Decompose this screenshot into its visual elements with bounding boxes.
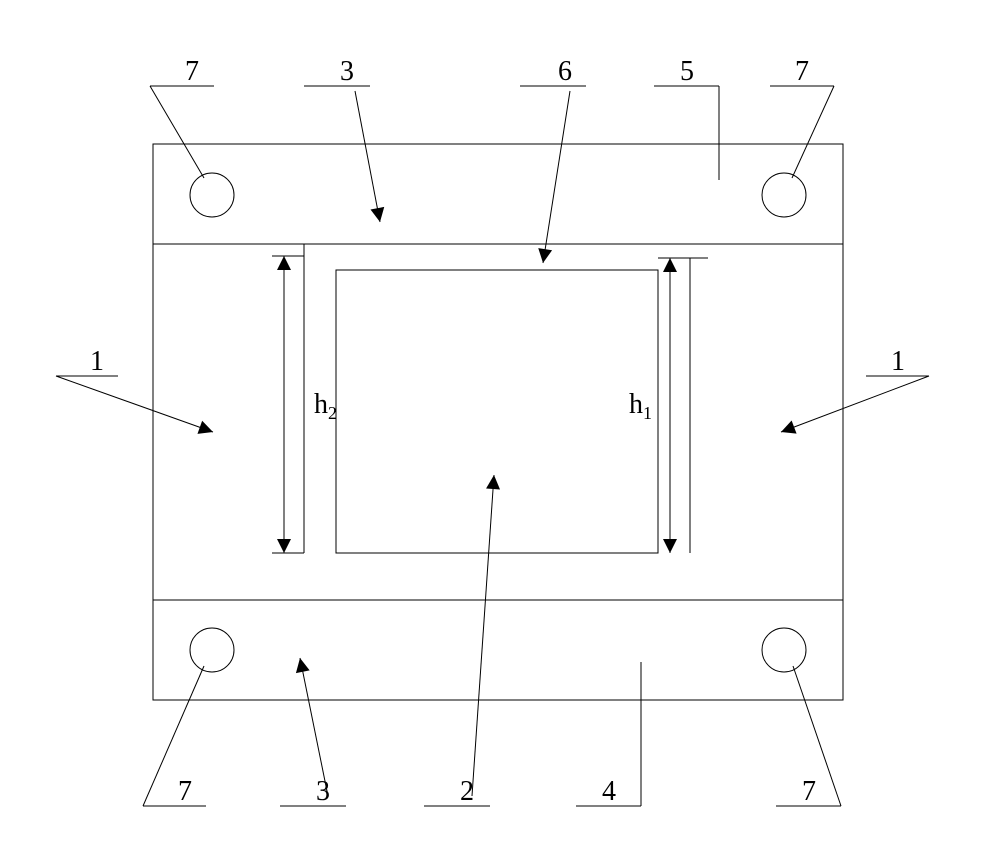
bolt-hole-2 bbox=[762, 173, 806, 217]
callout-5: 5 bbox=[680, 56, 694, 87]
dim-label-h2: h2 bbox=[314, 389, 337, 423]
callout-1L: 1 bbox=[90, 346, 104, 377]
callout-4: 4 bbox=[602, 776, 616, 807]
callout-7a: 7 bbox=[185, 56, 199, 87]
inner-window bbox=[336, 270, 658, 553]
technical-diagram: h1h2736571173247 bbox=[0, 0, 1000, 853]
callout-6: 6 bbox=[558, 56, 572, 87]
callout-1R: 1 bbox=[891, 346, 905, 377]
bolt-hole-4 bbox=[762, 628, 806, 672]
bolt-hole-1 bbox=[190, 173, 234, 217]
callout-3b: 3 bbox=[316, 776, 330, 807]
callout-7b: 7 bbox=[795, 56, 809, 87]
callout-2: 2 bbox=[460, 776, 474, 807]
callout-7d: 7 bbox=[802, 776, 816, 807]
callout-7c: 7 bbox=[178, 776, 192, 807]
callout-3a: 3 bbox=[340, 56, 354, 87]
outer-frame bbox=[153, 144, 843, 700]
bolt-hole-3 bbox=[190, 628, 234, 672]
dim-label-h1: h1 bbox=[629, 389, 652, 423]
